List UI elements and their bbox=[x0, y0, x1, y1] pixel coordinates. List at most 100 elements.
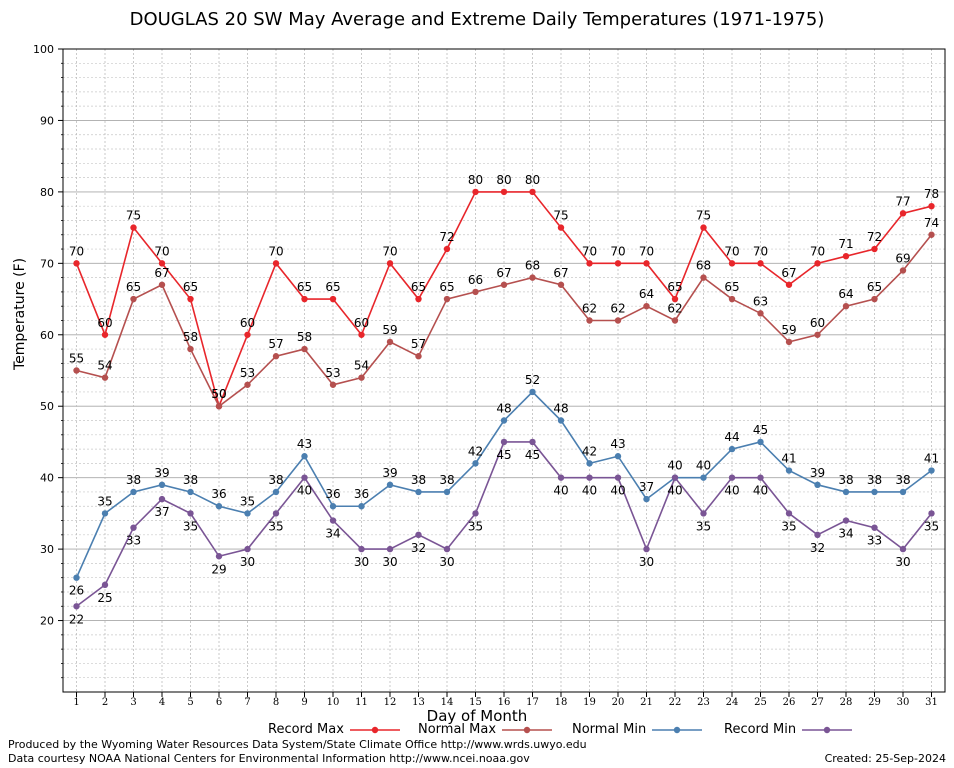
series bbox=[73, 188, 935, 610]
y-tick-label: 50 bbox=[40, 400, 54, 413]
x-tick-label: 18 bbox=[555, 697, 568, 708]
normal-max-point bbox=[700, 274, 707, 281]
record-max-point bbox=[358, 331, 365, 338]
record-max-point bbox=[244, 331, 251, 338]
x-tick-label: 14 bbox=[441, 697, 454, 708]
normal-max-point bbox=[928, 231, 935, 238]
normal-max-point bbox=[529, 274, 536, 281]
legend-label-normal-min: Normal Min bbox=[572, 722, 647, 737]
normal-min-point bbox=[301, 453, 308, 460]
record-max-data-label: 75 bbox=[696, 209, 711, 223]
normal-max-point bbox=[757, 310, 764, 317]
record-min-data-label: 35 bbox=[924, 519, 939, 533]
normal-min-point bbox=[130, 488, 137, 496]
normal-max-data-label: 62 bbox=[610, 301, 625, 315]
x-tick-label: 28 bbox=[840, 697, 853, 708]
x-tick-label: 25 bbox=[754, 697, 767, 708]
record-min-point bbox=[557, 474, 565, 481]
y-tick-label: 20 bbox=[40, 615, 54, 628]
x-tick-label: 6 bbox=[216, 697, 222, 708]
record-min-point bbox=[415, 531, 422, 539]
normal-min-point bbox=[785, 467, 793, 474]
footer-created: Created: 25-Sep-2024 bbox=[824, 752, 946, 765]
record-max-data-label: 72 bbox=[439, 230, 454, 244]
normal-max-point bbox=[244, 381, 251, 388]
record-min-point bbox=[928, 510, 935, 517]
record-min-data-label: 35 bbox=[696, 519, 711, 533]
normal-min-point bbox=[557, 417, 565, 424]
normal-max-data-label: 58 bbox=[183, 330, 198, 344]
normal-min-point bbox=[928, 467, 935, 474]
normal-min-data-label: 42 bbox=[468, 444, 483, 458]
record-max-point bbox=[329, 295, 337, 303]
normal-min-point bbox=[386, 481, 394, 489]
record-max-data-label: 65 bbox=[325, 280, 340, 294]
normal-min-point bbox=[101, 510, 109, 517]
normal-min-data-label: 43 bbox=[610, 437, 625, 451]
normal-max-point bbox=[358, 374, 365, 381]
record-max-point bbox=[928, 202, 935, 210]
normal-min-data-label: 52 bbox=[525, 373, 540, 387]
legend-label-record-min: Record Min bbox=[724, 722, 797, 737]
normal-max-point bbox=[586, 317, 593, 324]
record-max-data-label: 60 bbox=[354, 316, 369, 330]
normal-min-data-label: 38 bbox=[268, 473, 283, 487]
record-min-point bbox=[101, 581, 109, 589]
x-tick-label: 8 bbox=[273, 697, 279, 708]
record-min-point bbox=[358, 545, 365, 553]
record-min-data-label: 45 bbox=[525, 448, 540, 462]
normal-max-data-label: 67 bbox=[154, 266, 169, 280]
normal-max-data-label: 62 bbox=[667, 301, 682, 315]
record-max-point bbox=[386, 260, 394, 267]
y-tick-label: 100 bbox=[33, 43, 54, 56]
normal-max-data-label: 65 bbox=[724, 280, 739, 294]
record-max-data-label: 70 bbox=[268, 244, 283, 258]
normal-max-data-label: 54 bbox=[97, 359, 112, 373]
footer-data-courtesy: Data courtesy NOAA National Centers for … bbox=[8, 752, 530, 765]
normal-max-point bbox=[215, 403, 223, 410]
record-max-point bbox=[671, 295, 679, 303]
record-max-data-label: 65 bbox=[297, 280, 312, 294]
normal-min-data-label: 39 bbox=[382, 466, 397, 480]
normal-min-data-label: 44 bbox=[724, 430, 739, 444]
normal-min-data-label: 35 bbox=[97, 494, 112, 508]
record-max-point bbox=[614, 260, 622, 267]
record-min-data-label: 35 bbox=[468, 519, 483, 533]
record-max-point bbox=[472, 188, 479, 196]
normal-max-point bbox=[671, 317, 679, 324]
normal-max-point bbox=[500, 281, 508, 288]
record-min-point bbox=[301, 474, 308, 481]
normal-max-point bbox=[101, 374, 109, 381]
normal-max-data-label: 53 bbox=[240, 366, 255, 380]
record-min-data-label: 32 bbox=[810, 541, 825, 555]
normal-max-point bbox=[187, 345, 194, 353]
record-max-data-label: 70 bbox=[610, 244, 625, 258]
normal-min-data-label: 38 bbox=[411, 473, 426, 487]
y-tick-label: 80 bbox=[40, 186, 54, 199]
record-min-data-label: 30 bbox=[382, 555, 397, 569]
x-tick-label: 21 bbox=[640, 697, 653, 708]
record-max-data-label: 60 bbox=[97, 316, 112, 330]
record-min-data-label: 30 bbox=[240, 555, 255, 569]
footer-produced-by: Produced by the Wyoming Water Resources … bbox=[8, 738, 587, 751]
legend-swatch-record-min bbox=[802, 726, 853, 733]
legend-swatch-normal-max bbox=[502, 726, 553, 733]
x-tick-label: 22 bbox=[669, 697, 682, 708]
x-tick-label: 15 bbox=[469, 697, 482, 708]
x-tick-label: 24 bbox=[726, 697, 739, 708]
normal-max-data-label: 69 bbox=[895, 251, 910, 265]
normal-min-point bbox=[757, 438, 764, 446]
record-max-data-label: 65 bbox=[183, 280, 198, 294]
record-min-data-label: 45 bbox=[496, 448, 511, 462]
record-max-point bbox=[700, 224, 707, 231]
record-min-point bbox=[386, 545, 394, 553]
record-min-point bbox=[728, 474, 736, 481]
record-min-data-label: 34 bbox=[325, 527, 340, 541]
normal-max-point bbox=[472, 288, 479, 296]
normal-max-data-label: 55 bbox=[69, 352, 84, 366]
record-max-data-label: 71 bbox=[838, 237, 853, 251]
record-min-data-label: 40 bbox=[297, 484, 312, 498]
normal-min-data-label: 38 bbox=[126, 473, 141, 487]
x-tick-label: 31 bbox=[925, 697, 938, 708]
